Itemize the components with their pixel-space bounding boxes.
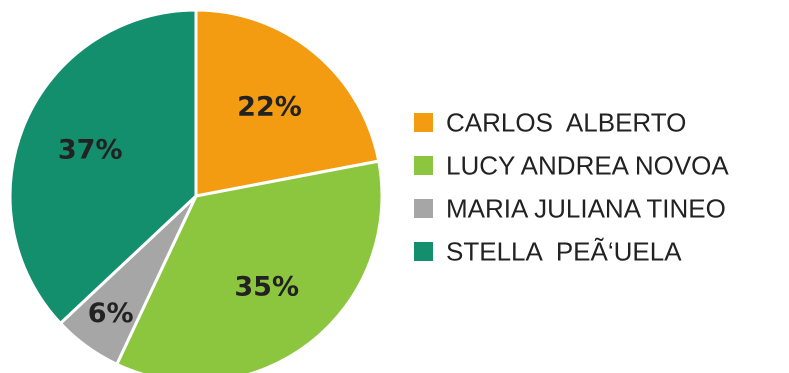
legend-swatch — [414, 242, 433, 261]
pie-slice-label: 35% — [234, 272, 299, 303]
legend-swatch — [414, 113, 433, 132]
pie-slice-labels: 22% 35% 6% 37% — [58, 92, 302, 329]
pie-slice — [194, 8, 381, 198]
pie-slice — [8, 8, 198, 326]
pie-slice-label: 6% — [88, 298, 134, 329]
legend-swatch — [414, 156, 433, 175]
pie-slice-label: 22% — [237, 92, 302, 123]
legend-swatch — [414, 199, 433, 218]
legend-label: CARLOS ALBERTO — [446, 108, 686, 138]
pie-slices — [8, 8, 384, 373]
pie-slice-label: 37% — [58, 135, 123, 166]
legend-label: LUCY ANDREA NOVOA — [446, 151, 729, 181]
legend-label: MARIA JULIANA TINEO — [446, 194, 726, 224]
pie-slice — [114, 159, 384, 373]
legend: CARLOS ALBERTO LUCY ANDREA NOVOA MARIA JUL… — [414, 108, 729, 267]
legend-label: STELLA PEÃ‘UELA — [446, 237, 682, 267]
